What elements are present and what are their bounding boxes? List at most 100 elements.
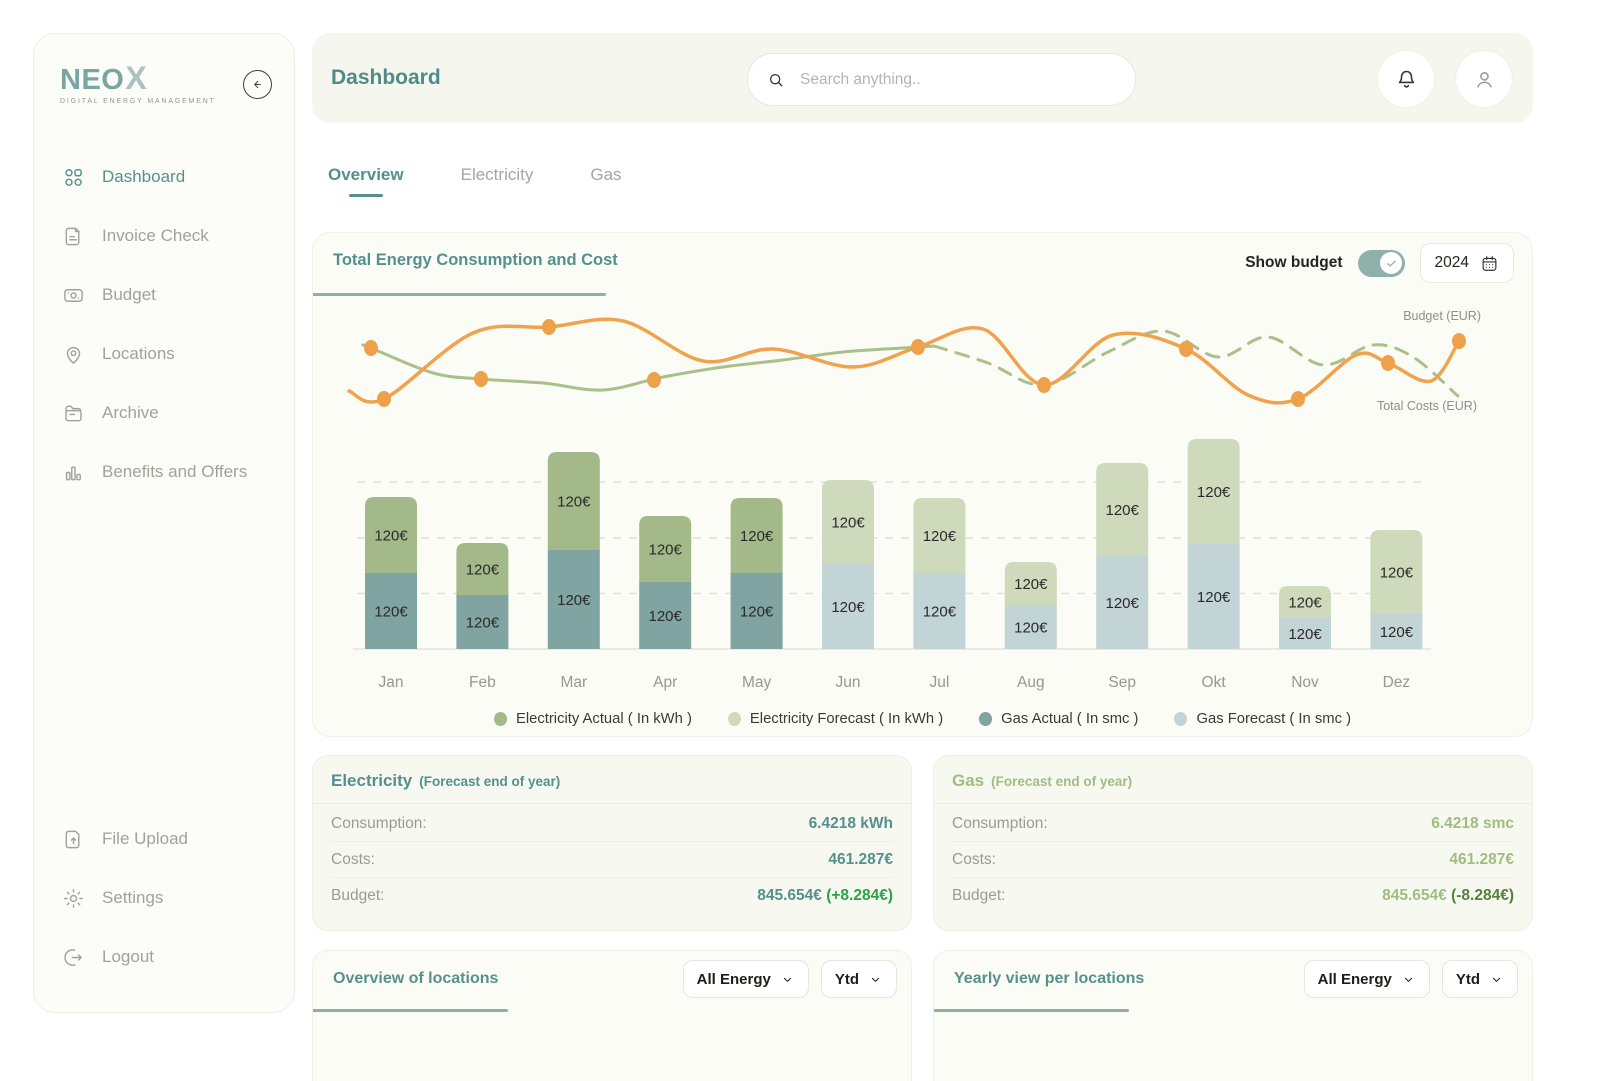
svg-text:Apr: Apr (653, 674, 677, 691)
legend-item-electricity-actual-in-kwh-[interactable]: Electricity Actual ( In kWh ) (493, 711, 692, 727)
dropdown-ytd[interactable]: Ytd (1441, 960, 1518, 998)
chevron-down-icon (1404, 977, 1412, 982)
svg-text:120€: 120€ (374, 528, 408, 545)
overview-of-locations-card: Overview of locations All Energy Ytd (312, 950, 912, 1081)
year-selector[interactable]: 2024 (1419, 243, 1514, 283)
dropdown-all-energy[interactable]: All Energy (682, 960, 809, 998)
consumption-chart: 120€ 120€ Jan 120€ 120€ Feb 120€ 120€ Mar 120€ 120… (313, 297, 1534, 701)
electricity-summary-card: Electricity (Forecast end of year) Consu… (312, 755, 912, 931)
svg-text:Budget (EUR): Budget (EUR) (1403, 309, 1481, 323)
yearly-view-card: Yearly view per locations All Energy Ytd (933, 950, 1533, 1081)
legend-dot (493, 712, 507, 726)
svg-text:Jul: Jul (929, 674, 949, 691)
svg-text:Jan: Jan (379, 674, 404, 691)
overview-locations-title: Overview of locations (333, 970, 499, 987)
electricity-card-title: Electricity (331, 771, 413, 790)
locations-icon (62, 343, 85, 366)
invoice-icon (62, 225, 85, 248)
search-bar[interactable] (747, 53, 1136, 106)
sidebar-item-locations[interactable]: Locations (54, 332, 276, 376)
svg-text:120€: 120€ (649, 542, 683, 559)
overview-locations-filters: All Energy Ytd (682, 960, 897, 998)
show-budget-label: Show budget (1245, 254, 1343, 271)
brand-logo: NEO X DIGITAL ENERGY MANAGEMENT (60, 60, 276, 105)
benefits-icon (62, 461, 85, 484)
electricity-card-subtitle: (Forecast end of year) (419, 774, 561, 789)
sidebar-item-benefits-and-offers[interactable]: Benefits and Offers (54, 450, 276, 494)
chart-legend: Electricity Actual ( In kWh ) Electricit… (313, 711, 1532, 727)
dropdown-ytd[interactable]: Ytd (820, 960, 897, 998)
budget-icon (62, 284, 85, 307)
svg-text:120€: 120€ (831, 599, 865, 616)
brand-name-accent: X (125, 60, 147, 96)
svg-text:120€: 120€ (831, 515, 865, 532)
gas-summary-card: Gas (Forecast end of year) Consumption: … (933, 755, 1533, 931)
legend-dot (979, 712, 993, 726)
card-title-underline (313, 1009, 508, 1012)
notifications-button[interactable] (1377, 50, 1435, 108)
sidebar-item-logout[interactable]: Logout (54, 935, 276, 979)
dropdown-all-energy[interactable]: All Energy (1303, 960, 1430, 998)
svg-text:120€: 120€ (923, 528, 957, 545)
summary-row-costs-: Costs: 461.287€ (952, 841, 1514, 877)
card-title-underline (934, 1009, 1129, 1012)
svg-text:120€: 120€ (923, 604, 957, 621)
sidebar-item-budget[interactable]: Budget (54, 273, 276, 317)
svg-text:120€: 120€ (466, 615, 500, 632)
search-icon (769, 73, 783, 86)
summary-row-consumption-: Consumption: 6.4218 smc (952, 814, 1514, 832)
chart-title-underline (313, 293, 606, 296)
legend-item-electricity-forecast-in-kwh-[interactable]: Electricity Forecast ( In kWh ) (727, 711, 943, 727)
chevron-down-icon (783, 977, 791, 982)
sidebar-item-archive[interactable]: Archive (54, 391, 276, 435)
profile-button[interactable] (1455, 50, 1513, 108)
svg-text:Dez: Dez (1383, 674, 1411, 691)
svg-text:120€: 120€ (1197, 589, 1231, 606)
sidebar: NEO X DIGITAL ENERGY MANAGEMENT Dashboar… (33, 33, 295, 1013)
chevron-down-icon (1492, 977, 1501, 982)
sidebar-item-settings[interactable]: Settings (54, 876, 276, 920)
svg-text:120€: 120€ (740, 528, 774, 545)
energy-chart-card: Total Energy Consumption and Cost Show b… (312, 232, 1533, 737)
sidebar-item-file-upload[interactable]: File Upload (54, 817, 276, 861)
show-budget-toggle[interactable] (1357, 249, 1405, 277)
svg-text:120€: 120€ (740, 604, 774, 621)
svg-text:120€: 120€ (1106, 502, 1140, 519)
yearly-view-filters: All Energy Ytd (1303, 960, 1518, 998)
legend-dot (1174, 712, 1188, 726)
svg-text:120€: 120€ (466, 562, 500, 579)
yearly-view-title: Yearly view per locations (954, 970, 1145, 987)
view-tabs: Overview Electricity Gas (328, 165, 622, 197)
page-title: Dashboard (331, 66, 441, 89)
svg-text:Feb: Feb (469, 674, 496, 691)
archive-icon (62, 402, 85, 425)
toggle-knob (1380, 252, 1403, 274)
search-input[interactable] (798, 69, 1117, 90)
svg-text:120€: 120€ (1288, 626, 1322, 643)
upload-icon (62, 828, 85, 851)
sidebar-nav: Dashboard Invoice Check Budget Locations… (54, 155, 276, 509)
tab-gas[interactable]: Gas (590, 165, 622, 184)
electricity-card-rows: Consumption: 6.4218 kWh Costs: 461.287€ … (313, 804, 911, 915)
svg-text:120€: 120€ (374, 604, 408, 621)
sidebar-item-dashboard[interactable]: Dashboard (54, 155, 276, 199)
svg-text:Aug: Aug (1017, 674, 1045, 691)
svg-text:120€: 120€ (1380, 624, 1414, 641)
legend-item-gas-forecast-in-smc-[interactable]: Gas Forecast ( In smc ) (1174, 711, 1351, 727)
summary-row-costs-: Costs: 461.287€ (331, 841, 893, 877)
year-value: 2024 (1434, 254, 1469, 271)
svg-text:120€: 120€ (557, 592, 591, 609)
calendar-icon (1482, 255, 1497, 271)
svg-text:Sep: Sep (1108, 674, 1136, 691)
legend-item-gas-actual-in-smc-[interactable]: Gas Actual ( In smc ) (979, 711, 1138, 727)
chevron-down-icon (871, 977, 880, 982)
brand-tagline: DIGITAL ENERGY MANAGEMENT (60, 98, 216, 105)
tab-overview[interactable]: Overview (328, 165, 404, 197)
svg-text:120€: 120€ (1106, 595, 1140, 612)
sidebar-item-invoice-check[interactable]: Invoice Check (54, 214, 276, 258)
svg-text:Nov: Nov (1291, 674, 1319, 691)
sidebar-collapse-button[interactable] (243, 70, 272, 99)
summary-row-consumption-: Consumption: 6.4218 kWh (331, 814, 893, 832)
summary-row-budget-: Budget: 845.654€ (+8.284€) (331, 877, 893, 913)
tab-electricity[interactable]: Electricity (460, 165, 534, 184)
